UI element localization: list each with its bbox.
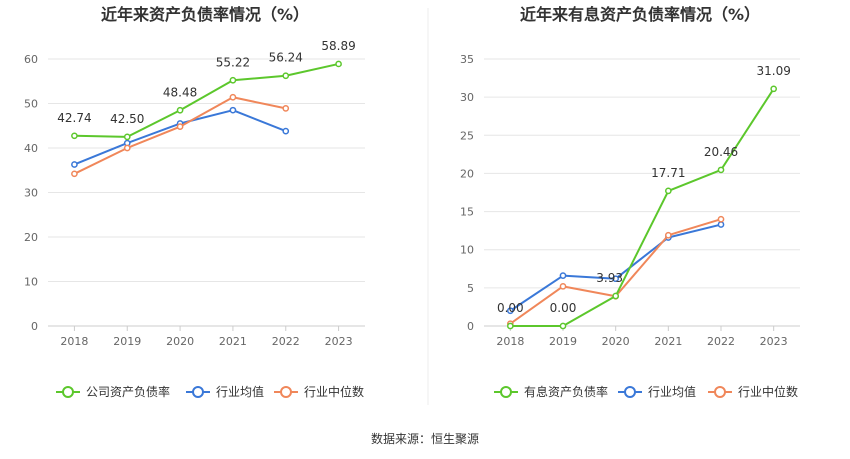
legend-label: 公司资产负债率 [86, 384, 170, 399]
legend-marker [624, 386, 636, 398]
x-tick-label: 2023 [325, 335, 353, 348]
x-tick-label: 2021 [219, 335, 247, 348]
data-point [71, 170, 78, 178]
legend-label: 有息资产负债率 [524, 384, 608, 399]
y-tick-label: 50 [24, 98, 38, 111]
x-tick-label: 2019 [113, 335, 141, 348]
data-point [612, 292, 620, 300]
x-tick-label: 2020 [602, 335, 630, 348]
y-tick-label: 0 [467, 320, 474, 333]
data-label: 0.00 [550, 301, 577, 315]
data-point [559, 322, 567, 330]
legend-item-1: 有息资产负债率 [494, 384, 608, 399]
data-label: 31.09 [756, 64, 790, 78]
data-point [506, 322, 514, 330]
data-point [282, 72, 290, 80]
data-point [123, 133, 131, 141]
legend-item-3: 行业中位数 [274, 384, 364, 399]
data-point [71, 161, 78, 168]
data-label: 56.24 [269, 51, 303, 65]
x-tick-label: 2019 [549, 335, 577, 348]
legend-label: 行业均值 [216, 384, 264, 399]
data-label: 20.46 [704, 145, 738, 159]
data-label: 48.48 [163, 85, 197, 99]
x-tick-label: 2023 [760, 335, 788, 348]
data-point [176, 123, 184, 130]
data-point [559, 272, 567, 280]
legend-marker [280, 386, 292, 398]
data-point [123, 144, 131, 152]
data-point [282, 105, 290, 112]
x-tick-label: 2018 [496, 335, 524, 348]
legend-marker [500, 386, 512, 398]
y-tick-label: 60 [24, 53, 38, 66]
data-point [176, 106, 184, 114]
x-tick-label: 2018 [60, 335, 88, 348]
legend-marker [62, 386, 74, 398]
legend-item-2: 行业均值 [618, 384, 696, 399]
y-tick-label: 30 [460, 91, 474, 104]
data-point [612, 275, 620, 283]
data-point [664, 231, 672, 239]
y-tick-label: 10 [460, 244, 474, 257]
data-label: 55.22 [216, 55, 250, 69]
data-point [229, 93, 237, 101]
legend-label: 行业中位数 [738, 384, 798, 399]
chart-title: 近年来资产负债率情况（%） [101, 5, 309, 24]
data-label: 17.71 [651, 166, 685, 180]
y-tick-label: 5 [467, 282, 474, 295]
data-point [71, 132, 78, 140]
chart-title: 近年来有息资产负债率情况（%） [520, 5, 760, 24]
legend-item-1: 公司资产负债率 [56, 384, 170, 399]
y-tick-label: 0 [31, 320, 38, 333]
chart-panel-2: 近年来有息资产负债率情况（%） 0 5 10 15 20 25 30 35 2018 2019 202… [460, 5, 800, 399]
y-tick-label: 20 [460, 167, 474, 180]
y-tick-label: 35 [460, 53, 474, 66]
data-point [770, 85, 778, 93]
series-line-1 [74, 62, 339, 138]
data-point [335, 60, 342, 68]
legend-label: 行业均值 [648, 384, 696, 399]
x-tick-label: 2020 [166, 335, 194, 348]
legend-marker [714, 386, 726, 398]
y-tick-label: 40 [24, 142, 38, 155]
data-label: 42.74 [57, 111, 91, 125]
data-point [229, 106, 237, 114]
y-tick-label: 30 [24, 187, 38, 200]
y-tick-label: 10 [24, 276, 38, 289]
legend-marker [192, 386, 204, 398]
legend-item-3: 行业中位数 [708, 384, 798, 399]
data-label: 42.50 [110, 112, 144, 126]
data-label: 58.89 [321, 39, 355, 53]
x-tick-label: 2021 [654, 335, 682, 348]
chart-panel-1: 近年来资产负债率情况（%） 0 10 20 30 40 50 60 2018 2019 2020 20… [24, 5, 365, 399]
y-tick-label: 15 [460, 206, 474, 219]
y-tick-label: 25 [460, 129, 474, 142]
x-tick-label: 2022 [707, 335, 735, 348]
data-point [717, 215, 725, 223]
data-point [559, 282, 567, 290]
data-point [282, 127, 290, 135]
data-point [717, 221, 725, 228]
source-text: 数据来源：恒生聚源 [371, 431, 479, 446]
x-tick-label: 2022 [272, 335, 300, 348]
legend-label: 行业中位数 [304, 384, 364, 399]
data-point [664, 187, 672, 195]
legend-item-2: 行业均值 [186, 384, 264, 399]
y-tick-label: 20 [24, 231, 38, 244]
data-label: 0.00 [497, 301, 524, 315]
data-point [506, 307, 514, 315]
data-label: 3.93 [596, 271, 623, 285]
series-line-1 [510, 88, 775, 327]
data-point [229, 76, 237, 84]
data-point [717, 166, 725, 174]
